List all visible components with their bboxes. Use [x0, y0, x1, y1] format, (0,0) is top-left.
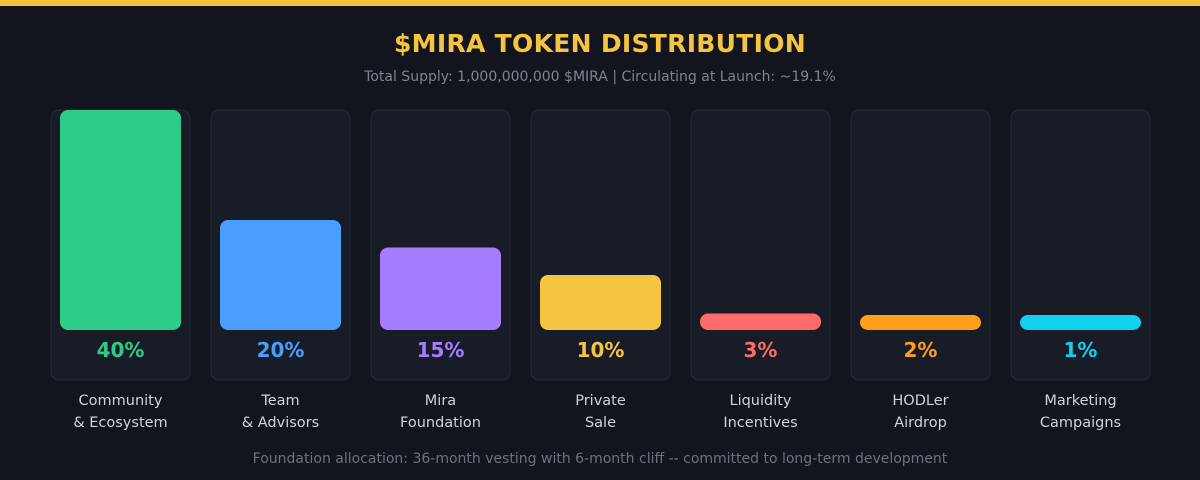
bar-4: [700, 313, 821, 330]
category-label-5-line-0: HODLer: [892, 393, 948, 409]
category-label-6-line-1: Campaigns: [1040, 415, 1121, 431]
bar-value-label-4: 3%: [744, 338, 778, 362]
chart-title: $MIRA TOKEN DISTRIBUTION: [393, 29, 806, 58]
category-label-0-line-1: & Ecosystem: [73, 415, 167, 431]
bar-value-label-0: 40%: [97, 338, 145, 362]
bar-0: [60, 110, 181, 330]
category-label-5-line-1: Airdrop: [894, 415, 947, 431]
category-label-6-line-0: Marketing: [1044, 393, 1116, 409]
category-label-1-line-0: Team: [260, 393, 299, 409]
category-label-2-line-1: Foundation: [400, 415, 481, 431]
bar-value-label-5: 2%: [904, 338, 938, 362]
bar-value-label-2: 15%: [417, 338, 465, 362]
category-label-1-line-1: & Advisors: [242, 415, 319, 431]
bar-6: [1020, 315, 1141, 330]
bar-card-6: [1010, 109, 1151, 381]
bar-5: [860, 315, 981, 330]
bar-1: [220, 220, 341, 330]
category-label-3-line-0: Private: [575, 393, 626, 409]
bar-2: [380, 247, 501, 330]
category-label-3-line-1: Sale: [585, 415, 616, 431]
category-label-0-line-0: Community: [79, 393, 163, 409]
footer-note: Foundation allocation: 36-month vesting …: [252, 451, 948, 467]
category-label-4-line-1: Incentives: [723, 415, 797, 431]
bar-card-4: [690, 109, 831, 381]
chart-subtitle: Total Supply: 1,000,000,000 $MIRA | Circ…: [364, 69, 836, 85]
top-accent-bar: [0, 0, 1200, 6]
bar-value-label-3: 10%: [577, 338, 625, 362]
bar-value-label-1: 20%: [257, 338, 305, 362]
bar-value-label-6: 1%: [1064, 338, 1098, 362]
bar-card-5: [850, 109, 991, 381]
category-label-4-line-0: Liquidity: [729, 393, 791, 409]
category-label-2-line-0: Mira: [425, 393, 456, 409]
bar-3: [540, 275, 661, 330]
